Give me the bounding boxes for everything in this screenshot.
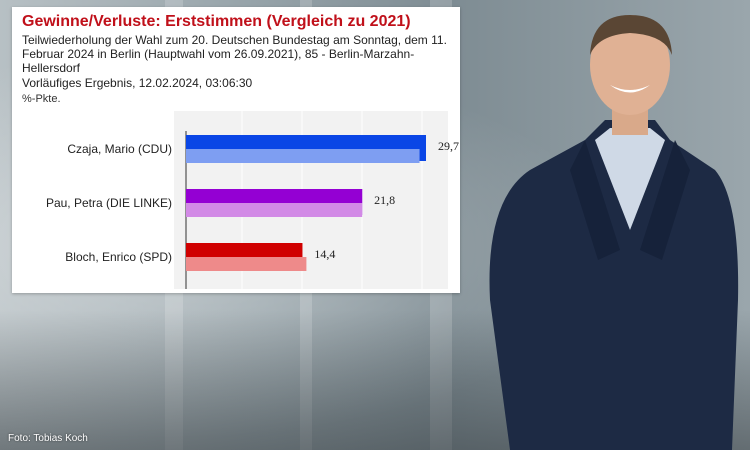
chart-card: Gewinne/Verluste: Erststimmen (Vergleich…: [12, 7, 460, 293]
bar-chart: Czaja, Mario (CDU) 29,7 Pau, Petra (DIE LI…: [46, 111, 459, 289]
chart-title: Gewinne/Verluste: Erststimmen (Vergleich…: [22, 13, 411, 30]
category-label: Czaja, Mario (CDU): [67, 142, 172, 156]
value-label: 21,8: [374, 193, 395, 207]
bar-2024-top: [186, 243, 303, 257]
axis-unit-label: %-Pkte.: [22, 93, 61, 105]
value-label: 14,4: [314, 247, 335, 261]
bar-2021: [186, 257, 307, 271]
result-status: Vorläufiges Ergebnis, 12.02.2024, 03:06:…: [22, 76, 253, 90]
category-label: Bloch, Enrico (SPD): [65, 250, 172, 264]
person-photo: [489, 15, 739, 450]
bar-2021: [186, 203, 363, 217]
bar-2021: [186, 149, 420, 163]
bar-2024-top: [186, 135, 426, 149]
value-label: 29,7: [438, 139, 459, 153]
category-label: Pau, Petra (DIE LINKE): [46, 196, 172, 210]
chart-subtitle: Teilwiederholung der Wahl zum 20. Deutsc…: [22, 33, 447, 75]
bar-2024-top: [186, 189, 363, 203]
photo-credit: Foto: Tobias Koch: [8, 433, 88, 444]
